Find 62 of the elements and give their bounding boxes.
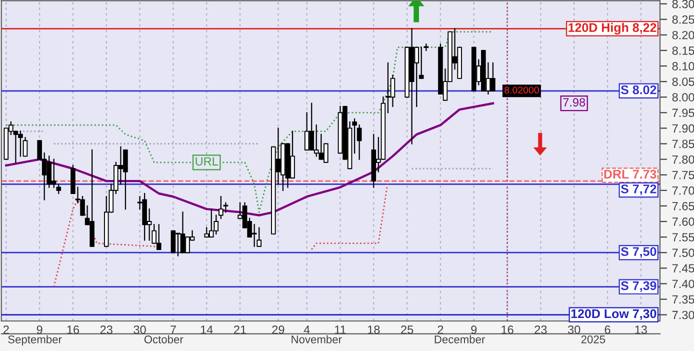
y-tick-label: 8.15 — [672, 46, 694, 55]
y-tick-label: 7.35 — [672, 295, 694, 304]
y-tick-label: 7.45 — [672, 264, 694, 273]
y-tick-label: 8.10 — [672, 62, 694, 70]
y-tick-label: 7.70 — [672, 186, 694, 195]
annotation: URL — [196, 157, 218, 166]
x-tick-label: 9 — [36, 325, 42, 334]
line-series — [5, 102, 494, 216]
x-tick-label: 16 — [502, 325, 514, 334]
ref-line-label: DRL 7.73 — [604, 170, 656, 179]
x-tick-label: 7 — [170, 326, 176, 334]
x2-tick-label: October — [144, 335, 184, 344]
y-tick-label: 7.75 — [672, 171, 694, 180]
y-tick-label: 8.05 — [672, 78, 694, 86]
y-tick-label: 7.80 — [672, 155, 694, 164]
x-tick-label: 30 — [134, 325, 146, 334]
y-tick-label: 8.00 — [672, 93, 694, 102]
ref-line-label: S 7,72 — [620, 184, 656, 196]
candlestick — [352, 118, 357, 154]
y-tick-label: 8.20 — [672, 30, 694, 40]
x-tick-label: 2 — [438, 325, 444, 334]
y-tick-label: 8.30 — [672, 0, 694, 8]
y-tick-label: 7.40 — [672, 280, 694, 288]
x2-tick-label: September — [8, 335, 62, 346]
y-tick-label: 7.85 — [672, 140, 694, 148]
y-tick-label: 7.95 — [672, 108, 694, 118]
y-tick-label: 7.65 — [672, 202, 694, 210]
x2-tick-label: 2025 — [581, 335, 606, 344]
y-tick-label: 7.50 — [672, 248, 694, 257]
x-tick-label: 16 — [67, 325, 80, 334]
x-tick-label: 6 — [604, 325, 610, 334]
y-tick-label: 7.55 — [672, 233, 694, 242]
x-tick-label: 9 — [471, 325, 477, 334]
annotation: 7.98 — [563, 98, 586, 106]
y-tick-label: 8.25 — [672, 15, 694, 24]
x-tick-label: 18 — [368, 325, 380, 334]
x-tick-label: 14 — [200, 326, 213, 334]
x2-tick-label: December — [434, 335, 485, 344]
y-tick-label: 7.30 — [672, 310, 694, 320]
x-tick-label: 21 — [234, 325, 246, 334]
ref-line-label: S 7,50 — [620, 247, 656, 258]
candlestick — [218, 196, 224, 219]
candlestick — [356, 124, 362, 160]
annotation: 8.02000 — [504, 86, 539, 94]
candlestick — [256, 227, 262, 247]
ref-line-label: 120D High 8,22 — [568, 22, 656, 35]
x-tick-label: 23 — [534, 325, 547, 334]
ref-line-label: 120D Low 7,30 — [571, 309, 656, 320]
y-tick-label: 7.60 — [672, 218, 694, 226]
ref-line-label: S 8.02 — [620, 85, 656, 94]
x2-tick-label: November — [292, 335, 342, 344]
x-tick-label: 25 — [401, 325, 414, 334]
x-tick-label: 23 — [100, 325, 112, 334]
x-tick-label: 2 — [3, 325, 9, 334]
x-tick-label: 29 — [272, 325, 284, 334]
x-tick-label: 4 — [304, 326, 310, 334]
x-tick-label: 13 — [635, 325, 647, 334]
x-tick-label: 11 — [335, 326, 346, 334]
y-tick-label: 7.90 — [672, 124, 694, 133]
line-series — [5, 31, 494, 213]
x-tick-label: 30 — [568, 325, 580, 334]
ref-line-label: S 7,39 — [620, 281, 656, 292]
